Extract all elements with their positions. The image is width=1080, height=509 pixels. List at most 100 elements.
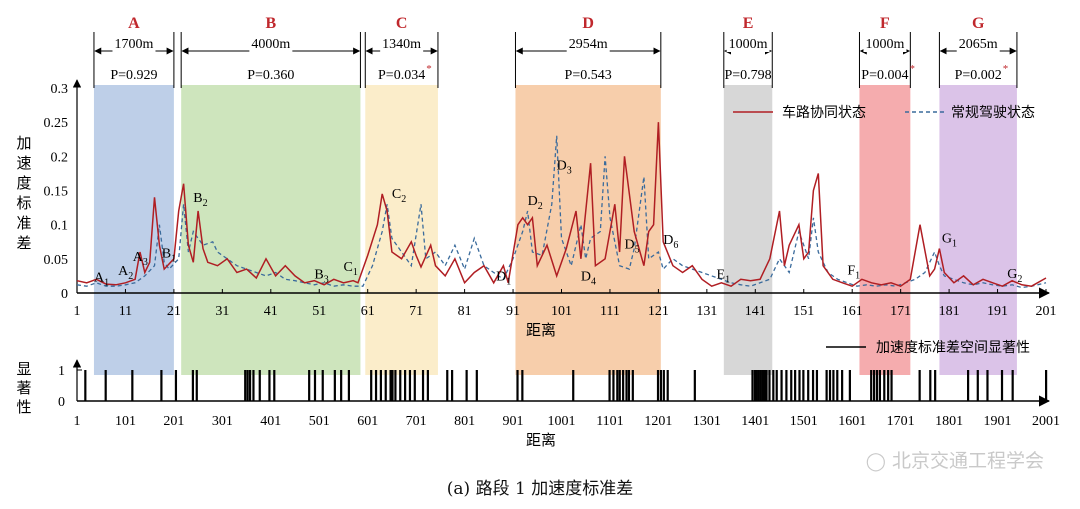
- region-band-G: [939, 85, 1017, 375]
- top-y-tick-label: 0.05: [44, 253, 69, 268]
- significance-bar: [659, 370, 663, 401]
- top-y-tick-label: 0.1: [51, 219, 69, 234]
- region-length-bg: [380, 37, 424, 52]
- significance-bar: [384, 370, 387, 401]
- bottom-x-tick-label: 501: [309, 414, 330, 429]
- region-length-bg: [863, 37, 907, 52]
- legend-label-significance: 加速度标准差空间显著性: [876, 340, 1030, 356]
- series-line-conventional: [76, 135, 1047, 289]
- significance-bar: [625, 370, 628, 401]
- bottom-x-tick-label: 2001: [1032, 414, 1060, 429]
- significance-bar: [934, 370, 937, 401]
- bottom-x-tick-label: 1101: [596, 414, 623, 429]
- significance-bar: [268, 370, 271, 401]
- top-y-axis-label-char: 度: [16, 174, 31, 192]
- point-label-D2: D2: [528, 194, 543, 212]
- point-label-letter: D: [496, 270, 506, 285]
- bottom-y-tick-label: 1: [58, 364, 65, 379]
- point-label-subscript: 6: [673, 240, 678, 251]
- point-label-subscript: 1: [506, 277, 511, 288]
- bottom-x-tick-label: 1301: [693, 414, 721, 429]
- legend-label-conventional: 常规驾驶状态: [951, 105, 1035, 121]
- point-label-letter: C: [343, 260, 352, 275]
- significance-bar: [313, 370, 317, 401]
- significance-bar: [248, 370, 252, 401]
- significance-bar: [475, 370, 478, 401]
- bottom-x-tick-label: 1001: [548, 414, 576, 429]
- bottom-y-axis-label-char: 显: [16, 360, 31, 378]
- top-x-tick-label: 181: [939, 304, 960, 319]
- region-letter-B: B: [265, 15, 276, 32]
- point-label-subscript: 1: [725, 275, 730, 286]
- point-label-A1: A1: [94, 270, 109, 288]
- significance-star: *: [909, 63, 915, 75]
- significance-bar: [848, 370, 851, 401]
- significance-bar: [870, 370, 873, 401]
- region-band-A: [93, 85, 174, 375]
- significance-bar: [84, 370, 87, 401]
- significance-bar: [918, 370, 921, 401]
- legend-label-cooperative: 车路协同状态: [782, 104, 866, 121]
- significance-bar: [333, 370, 336, 401]
- significance-bar: [516, 370, 519, 401]
- region-p-value-F: P=0.004: [861, 68, 908, 83]
- top-x-tick-label: 121: [648, 304, 669, 319]
- significance-bar: [616, 370, 619, 401]
- region-length-bg: [566, 37, 610, 52]
- point-label-subscript: 1: [104, 277, 109, 288]
- significance-bar: [815, 370, 819, 401]
- significance-bar: [873, 370, 876, 401]
- bottom-x-tick-label: 1601: [838, 414, 866, 429]
- bottom-x-tick-label: 901: [503, 414, 524, 429]
- significance-bar: [768, 370, 771, 401]
- region-band-F: [859, 85, 911, 375]
- point-label-subscript: 2: [1017, 274, 1022, 285]
- bottom-x-tick-label: 801: [454, 414, 475, 429]
- significance-bar: [174, 370, 178, 401]
- top-x-tick-label: 21: [167, 304, 181, 319]
- point-label-subscript: 1: [353, 267, 358, 278]
- top-x-tick-label: 111: [600, 304, 620, 319]
- bottom-y-axis-label-char: 性: [16, 398, 31, 416]
- point-label-D5: D5: [624, 238, 639, 256]
- top-y-tick-label: 0: [61, 287, 68, 302]
- significance-bar: [890, 370, 893, 401]
- significance-bar: [761, 370, 764, 401]
- watermark-text: 北京交通工程学会: [891, 450, 1044, 472]
- top-y-axis-label-char: 标: [16, 194, 31, 212]
- significance-bar: [883, 370, 886, 401]
- top-x-tick-label: 131: [696, 304, 717, 319]
- regions-layer: [93, 85, 1017, 375]
- top-x-tick-label: 171: [890, 304, 911, 319]
- significance-bar: [929, 370, 932, 401]
- top-x-tick-label: 41: [264, 304, 278, 319]
- point-label-letter: A: [118, 264, 129, 279]
- significance-bar: [751, 370, 754, 401]
- significance-bar: [966, 370, 970, 401]
- significance-bar: [875, 370, 879, 401]
- top-y-tick-label: 0.15: [44, 185, 69, 200]
- significance-bar: [794, 370, 797, 401]
- bottom-x-tick-label: 701: [406, 414, 427, 429]
- point-label-C1: C1: [343, 260, 357, 278]
- significance-bar: [446, 370, 449, 401]
- significance-bar: [656, 370, 660, 401]
- significance-bar: [389, 370, 392, 401]
- top-x-tick-label: 141: [745, 304, 766, 319]
- significance-bar: [775, 370, 778, 401]
- point-label-subscript: 3: [324, 275, 329, 286]
- top-x-tick-label: 51: [312, 304, 326, 319]
- significance-bar: [763, 370, 766, 401]
- point-label-G2: G2: [1007, 267, 1022, 285]
- bottom-x-tick-label: 1201: [644, 414, 672, 429]
- significance-bar: [252, 370, 255, 401]
- top-x-tick-label: 161: [842, 304, 863, 319]
- point-label-E1: E1: [717, 268, 731, 286]
- top-chart-series: [76, 122, 1047, 289]
- bottom-x-tick-label: 1: [74, 414, 81, 429]
- region-letter-E: E: [743, 15, 754, 32]
- top-y-tick-label: 0.3: [51, 82, 69, 97]
- point-label-letter: G: [942, 231, 952, 246]
- significance-bar: [772, 370, 775, 401]
